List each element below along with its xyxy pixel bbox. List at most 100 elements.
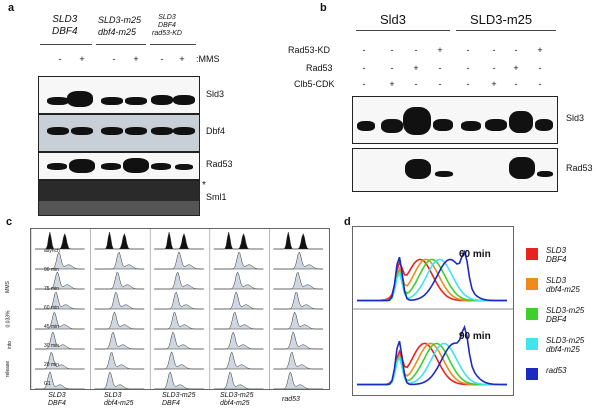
strain-divider-3 xyxy=(150,44,196,45)
histogram xyxy=(154,371,204,389)
histogram xyxy=(94,331,145,350)
band xyxy=(485,119,507,131)
panel-d-letter: d xyxy=(344,216,351,228)
band xyxy=(125,127,147,135)
band xyxy=(151,163,171,170)
c-strain-1-line2: DBF4 xyxy=(48,400,66,407)
band xyxy=(537,171,553,177)
band xyxy=(509,111,533,133)
row-label-dbf4: Dbf4 xyxy=(206,126,226,136)
histogram xyxy=(94,272,145,290)
band xyxy=(175,164,193,170)
b-sign: - xyxy=(466,63,470,73)
histogram xyxy=(35,332,85,350)
blot-b-rad53 xyxy=(352,148,558,192)
band xyxy=(151,95,173,105)
legend-line1: rad53 xyxy=(546,366,567,375)
strain-header-1: SLD3 DBF4 xyxy=(52,14,78,38)
strain-2-line1: SLD3-m25 xyxy=(98,15,142,25)
histogram xyxy=(35,371,85,389)
legend-text: SLD3-m25 DBF4 xyxy=(546,306,584,324)
legend-swatch xyxy=(526,338,538,350)
histogram xyxy=(94,372,145,389)
timepoint-label: 20 min xyxy=(44,362,60,368)
blot-a-dbf4 xyxy=(38,114,200,152)
legend-line2: DBF4 xyxy=(546,315,567,324)
overlay-series xyxy=(357,258,507,302)
group-label-sld3-m25: SLD3-m25 xyxy=(470,12,533,27)
legend-line1: SLD3 xyxy=(546,246,567,255)
c-strain-3: SLD3-m25 DBF4 xyxy=(162,392,195,408)
c-strain-4-line1: SLD3-m25 xyxy=(220,392,254,399)
band xyxy=(535,119,553,131)
group-label-sld3: Sld3 xyxy=(380,12,407,27)
side-label-stack: MMS 0.033% into release xyxy=(5,274,26,384)
histogram xyxy=(94,291,145,310)
b-sign: - xyxy=(492,45,496,55)
band xyxy=(67,91,93,107)
histogram xyxy=(154,271,204,290)
histogram xyxy=(213,332,264,350)
band xyxy=(403,107,431,135)
histogram xyxy=(273,372,323,389)
c-strain-1-line1: SLD3 xyxy=(48,392,66,399)
band xyxy=(123,158,149,173)
legend-text: SLD3 dbf4-m25 xyxy=(546,276,580,294)
histogram xyxy=(154,331,204,350)
side-label-into: into xyxy=(7,340,14,350)
timepoint-label: 30 min xyxy=(44,343,60,349)
band xyxy=(151,127,173,135)
histogram xyxy=(273,311,323,330)
c-strain-2: SLD3 dbf4-m25 xyxy=(104,392,134,408)
mms-sign-2: + xyxy=(79,54,85,64)
row-label-rad53: Rad53 xyxy=(306,63,333,73)
histogram xyxy=(35,291,85,310)
group-divider-1 xyxy=(356,30,450,31)
blot-label-sld3: Sld3 xyxy=(566,113,585,123)
band xyxy=(357,121,375,131)
blot-a-sml1 xyxy=(38,180,200,216)
row-label-rad53-kd: Rad53-KD xyxy=(288,45,331,55)
c-strain-3-line2: DBF4 xyxy=(162,400,180,407)
strain-3-line3: rad53-KD xyxy=(152,30,182,37)
c-strain-2-line1: SLD3 xyxy=(104,392,122,399)
c-strain-5: rad53 xyxy=(282,396,300,403)
histogram xyxy=(154,351,204,370)
c-strain-4: SLD3-m25 dbf4-m25 xyxy=(220,392,253,408)
histogram xyxy=(213,291,264,310)
band xyxy=(47,97,69,105)
band xyxy=(71,127,93,135)
panel-b-letter: b xyxy=(320,2,327,14)
side-label-mms: MMS xyxy=(4,281,11,293)
legend-text: rad53 xyxy=(546,366,566,375)
legend-line2: DBF4 xyxy=(546,255,567,264)
histogram xyxy=(94,311,145,330)
histogram xyxy=(273,231,323,250)
flow-cytometry-grid xyxy=(30,228,330,390)
mms-sign-3: - xyxy=(112,54,116,64)
band xyxy=(47,163,67,170)
b-sign: - xyxy=(362,79,366,89)
band xyxy=(433,119,453,131)
legend-text: SLD3-m25 dbf4-m25 xyxy=(546,336,584,354)
b-sign: + xyxy=(437,45,443,55)
band xyxy=(435,171,453,177)
legend-swatch xyxy=(526,278,538,290)
histogram xyxy=(154,312,204,330)
strain-header-3: SLD3 DBF4 rad53-KD xyxy=(152,14,182,38)
histogram xyxy=(154,292,204,310)
blot-a-rad53 xyxy=(38,152,200,180)
strain-3-line1: SLD3 xyxy=(158,14,176,21)
strain-3-line2: DBF4 xyxy=(158,22,176,29)
histogram xyxy=(273,251,323,270)
histogram xyxy=(213,352,264,370)
b-sign: - xyxy=(362,63,366,73)
histogram xyxy=(154,251,204,270)
legend-swatch xyxy=(526,248,538,260)
blot-a-sld3 xyxy=(38,76,200,114)
legend-line2: dbf4-m25 xyxy=(546,345,580,354)
b-sign: + xyxy=(389,79,395,89)
mms-label: :MMS xyxy=(196,54,220,64)
mms-sign-1: - xyxy=(58,54,62,64)
asterisk-marker: * xyxy=(202,180,206,191)
